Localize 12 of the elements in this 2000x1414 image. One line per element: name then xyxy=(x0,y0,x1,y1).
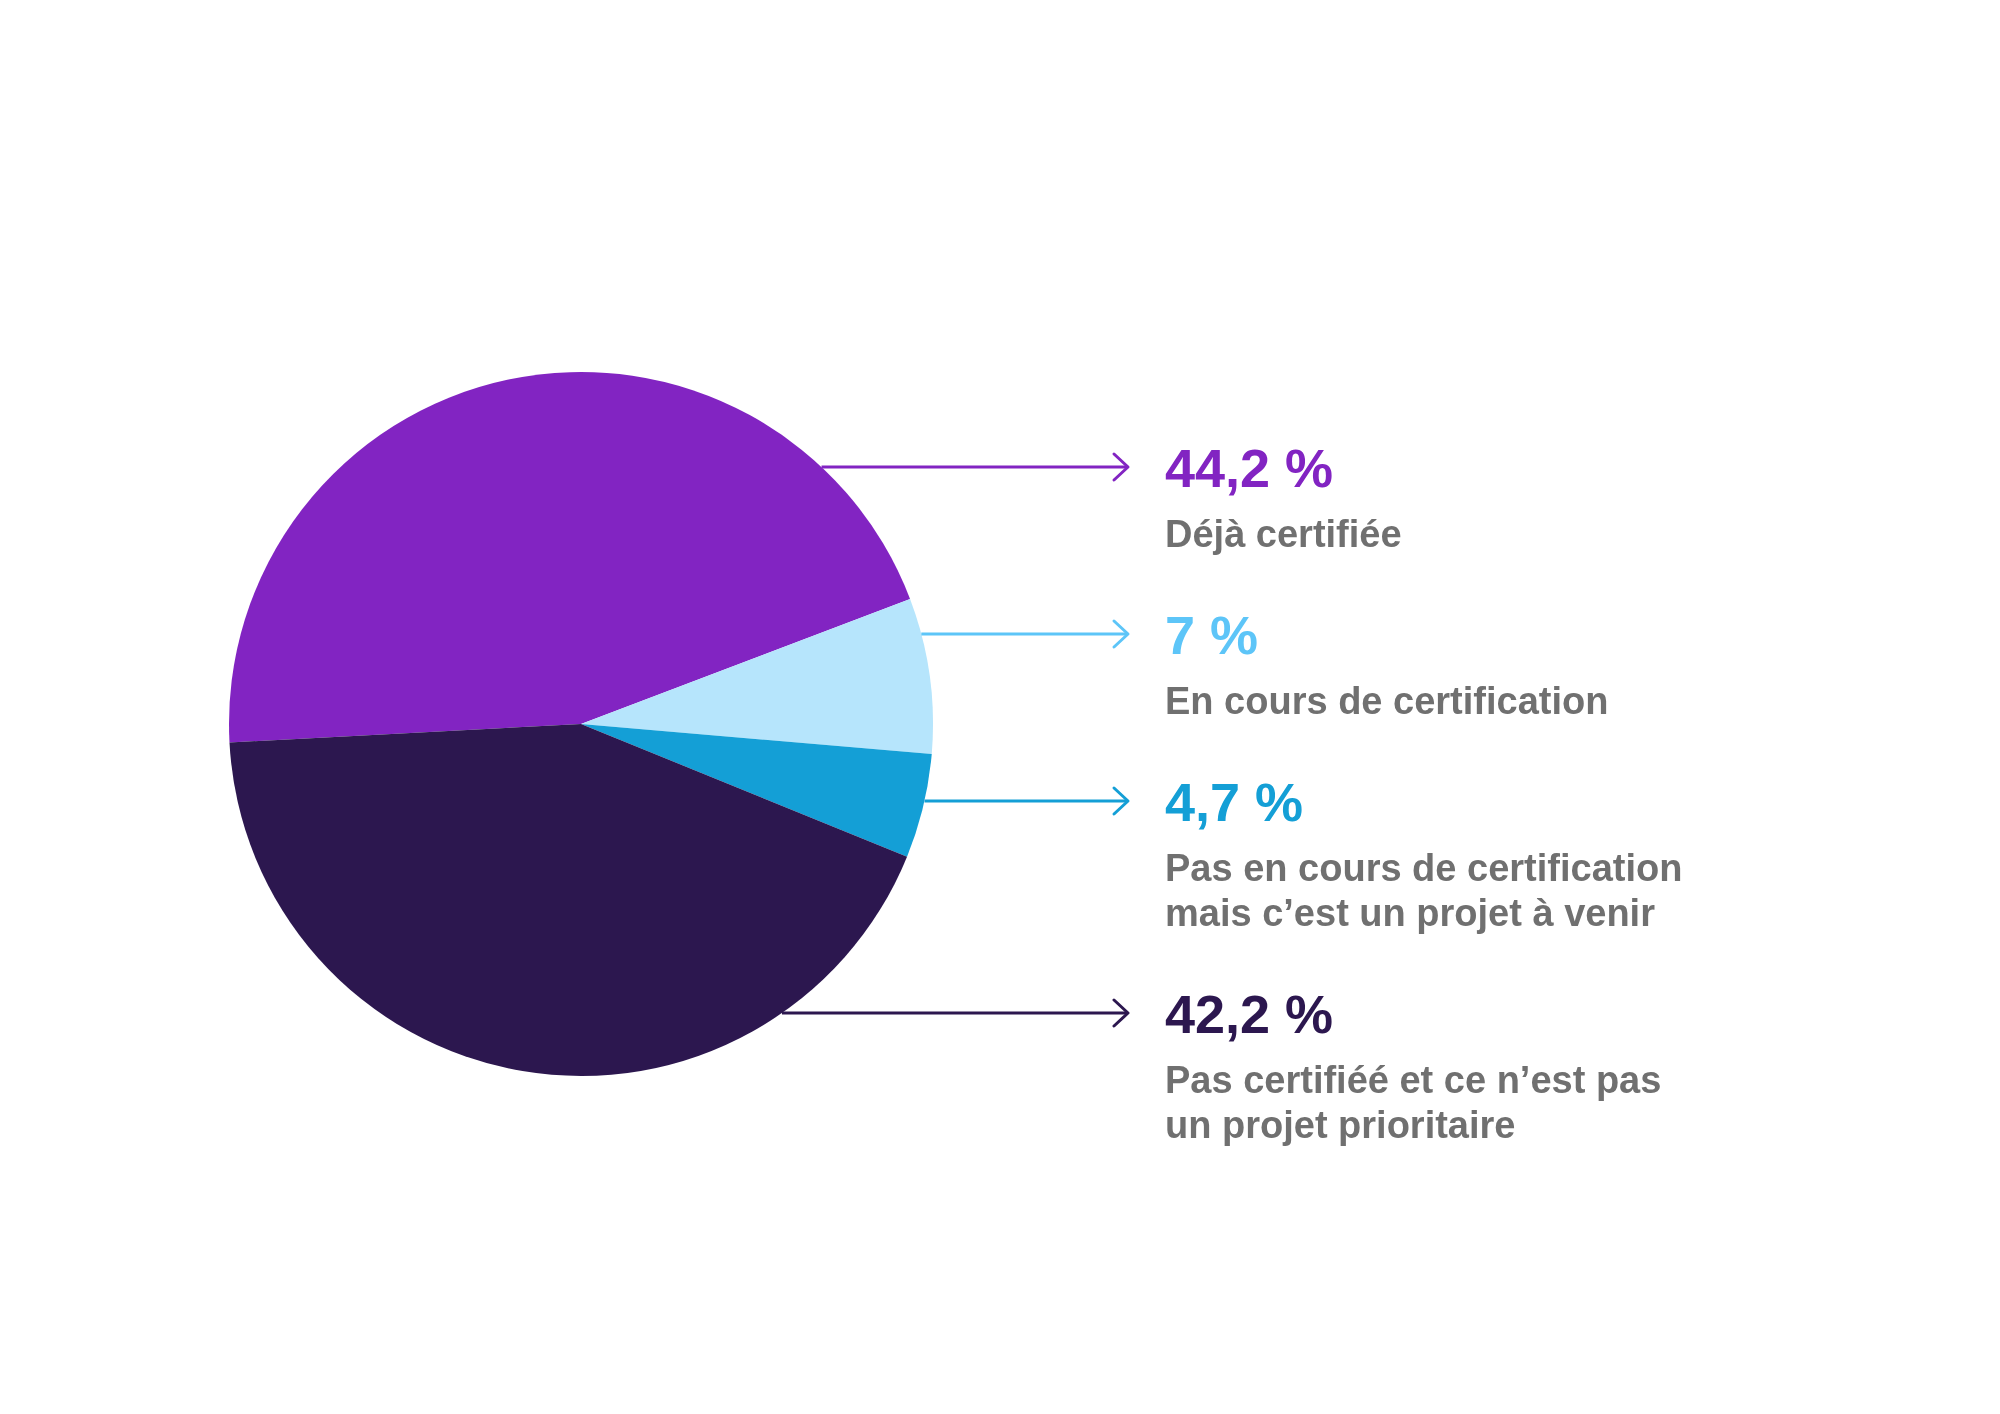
slice-label: En cours de certification xyxy=(1165,680,1609,722)
pie-slice xyxy=(229,372,911,743)
pie-slice xyxy=(581,599,933,755)
slice-label: Pas en cours de certification mais c’est un projet à venir xyxy=(1165,847,1683,934)
slice-label: Pas certifiéé et ce n’est pas un projet prioritaire xyxy=(1165,1059,1662,1146)
data-label: 42,2 % xyxy=(1165,984,1334,1044)
slice-label: Déjà certifiée xyxy=(1165,513,1402,555)
data-label: 7 % xyxy=(1165,605,1259,665)
pie-slice xyxy=(581,724,932,857)
data-label: 44,2 % xyxy=(1165,438,1334,498)
pie-slice xyxy=(229,724,908,1076)
data-label: 4,7 % xyxy=(1165,772,1304,832)
